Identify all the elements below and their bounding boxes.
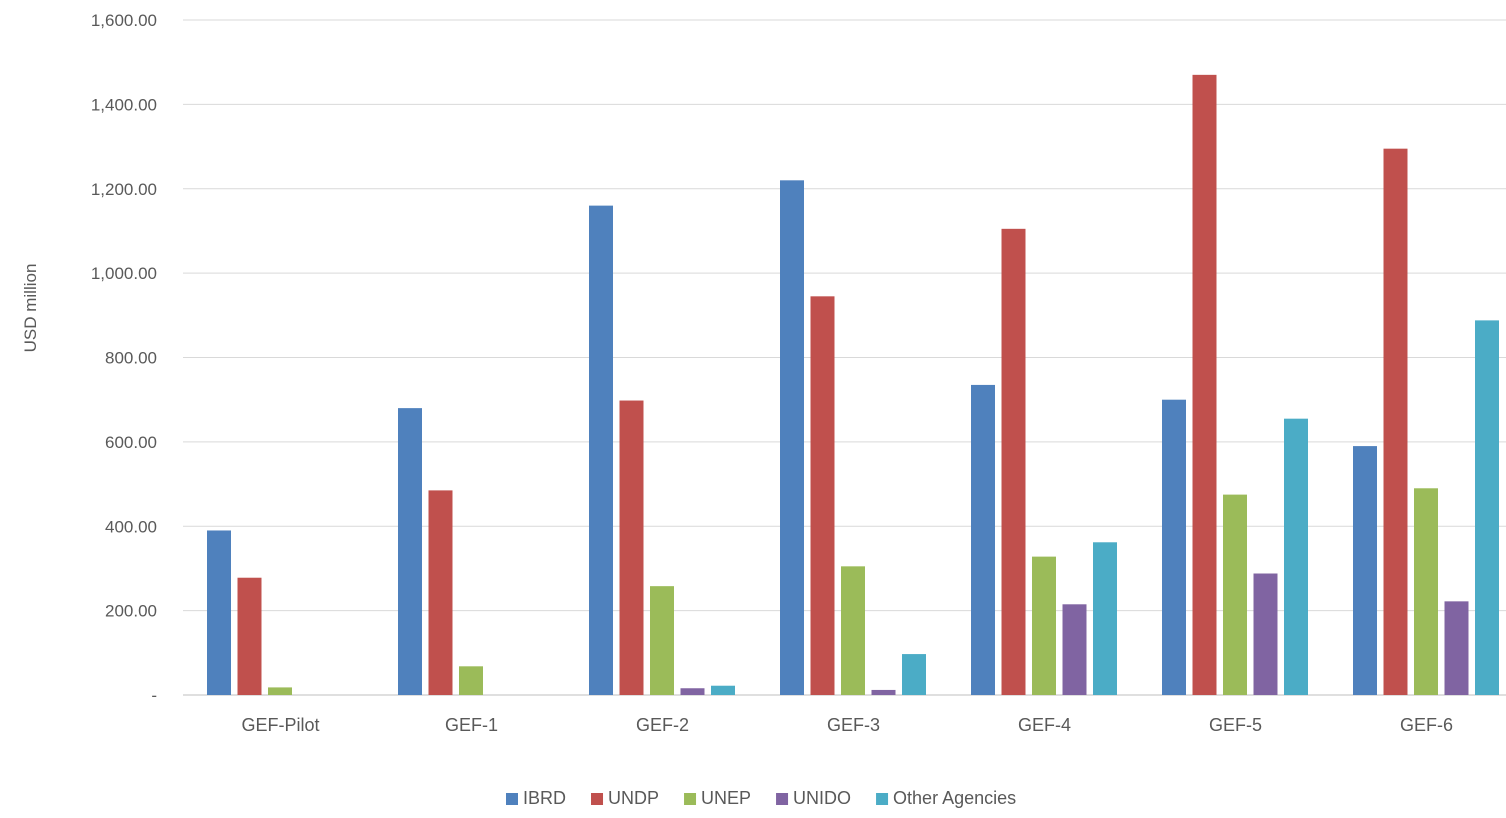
bar-unido — [1062, 604, 1087, 695]
bar-other-agencies — [1284, 418, 1308, 695]
bar-undp — [1383, 148, 1408, 695]
x-tick-label: GEF-6 — [1400, 715, 1453, 735]
bar-undp — [1001, 228, 1026, 695]
x-tick-label: GEF-Pilot — [241, 715, 319, 735]
bar-ibrd — [398, 408, 422, 695]
bar-other-agencies — [902, 654, 926, 695]
legend-swatch — [684, 793, 697, 805]
bar-ibrd — [589, 205, 613, 695]
legend-swatch — [776, 793, 789, 805]
legend-swatch — [506, 793, 518, 805]
legend-label: IBRD — [523, 788, 566, 808]
bar-unep — [459, 666, 483, 695]
bar-ibrd — [780, 180, 804, 695]
y-tick-label: 1,000.00 — [91, 264, 157, 283]
y-axis-label: USD million — [21, 264, 40, 353]
y-tick-label: - — [151, 686, 157, 705]
bar-unep — [1414, 488, 1438, 695]
y-tick-label: 400.00 — [105, 517, 157, 536]
x-axis-ticks: GEF-Pilot GEF-1 GEF-2 GEF-3 GEF-4 GEF-5 GEF-6 — [241, 715, 1453, 735]
bar-undp — [237, 577, 262, 695]
bar-ibrd — [207, 530, 231, 695]
x-tick-label: GEF-4 — [1018, 715, 1071, 735]
bar-unido — [871, 689, 896, 695]
legend: IBRD UNDP UNEP UNIDO Other Agencies — [506, 788, 1016, 808]
bar-unido — [1253, 573, 1278, 695]
bar-undp — [1192, 74, 1217, 695]
bar-other-agencies — [1093, 542, 1117, 695]
legend-label: UNDP — [608, 788, 659, 808]
bar-unep — [650, 586, 674, 695]
x-tick-label: GEF-5 — [1209, 715, 1262, 735]
bar-ibrd — [1162, 399, 1186, 695]
bar-other-agencies — [711, 685, 735, 695]
bar-unido — [1444, 601, 1469, 695]
legend-label: Other Agencies — [893, 788, 1016, 808]
bar-unep — [1223, 494, 1247, 695]
bars — [207, 74, 1499, 695]
y-tick-label: 600.00 — [105, 433, 157, 452]
y-tick-label: 1,400.00 — [91, 95, 157, 114]
bar-undp — [619, 400, 644, 695]
x-tick-label: GEF-2 — [636, 715, 689, 735]
legend-swatch — [591, 793, 604, 805]
bar-unep — [841, 566, 865, 695]
bar-unep — [1032, 556, 1056, 695]
legend-label: UNEP — [701, 788, 751, 808]
y-tick-label: 1,200.00 — [91, 180, 157, 199]
bar-undp — [428, 490, 453, 695]
y-tick-label: 200.00 — [105, 602, 157, 621]
x-tick-label: GEF-1 — [445, 715, 498, 735]
bar-undp — [810, 296, 835, 695]
legend-label: UNIDO — [793, 788, 851, 808]
bar-unido — [680, 688, 705, 695]
legend-swatch — [876, 793, 889, 805]
x-tick-label: GEF-3 — [827, 715, 880, 735]
bar-ibrd — [1353, 446, 1377, 695]
bar-ibrd — [971, 384, 995, 695]
y-axis-ticks: - 200.00 400.00 600.00 800.00 1,000.00 1,200.0… — [91, 11, 157, 705]
bar-other-agencies — [1475, 320, 1499, 695]
y-tick-label: 800.00 — [105, 349, 157, 368]
bar-unep — [268, 687, 292, 695]
y-tick-label: 1,600.00 — [91, 11, 157, 30]
